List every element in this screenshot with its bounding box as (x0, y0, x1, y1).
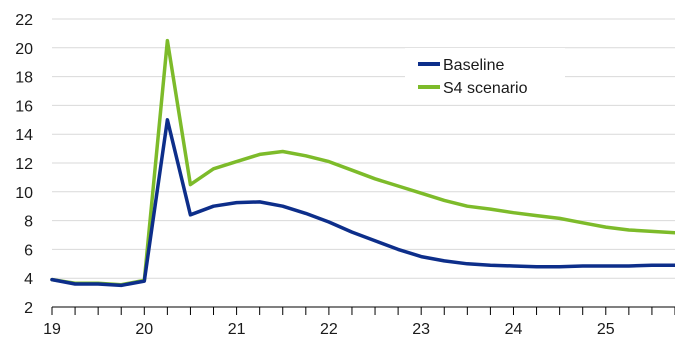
gridlines (52, 18, 675, 279)
legend-label-baseline: Baseline (443, 57, 504, 74)
x-tick-label: 19 (43, 321, 61, 338)
y-tick-label: 12 (15, 156, 33, 173)
y-tick-label: 20 (15, 41, 33, 58)
y-tick-label: 18 (15, 70, 33, 87)
x-tick-label: 23 (412, 321, 430, 338)
series-lines (50, 38, 675, 288)
legend: Baseline S4 scenario (405, 48, 565, 100)
series-line-s4-scenario (50, 38, 675, 287)
y-tick-label: 16 (15, 98, 33, 115)
x-tick-label: 20 (135, 321, 153, 338)
y-tick-label: 22 (15, 12, 33, 29)
series-line-baseline (50, 118, 675, 288)
axes (51, 306, 675, 315)
y-tick-label: 10 (15, 185, 33, 202)
legend-background (405, 48, 565, 100)
y-tick-label: 2 (24, 300, 33, 317)
x-tick-label: 21 (228, 321, 246, 338)
x-tick-label: 22 (320, 321, 338, 338)
x-tick-label: 25 (597, 321, 615, 338)
y-tick-label: 8 (24, 214, 33, 231)
y-tick-label: 14 (15, 127, 33, 144)
y-axis-tick-labels: 2 4 6 8 10 12 14 16 18 20 22 (15, 12, 33, 317)
legend-label-s4-scenario: S4 scenario (443, 80, 528, 97)
x-axis-tick-labels: 19 20 21 22 23 24 25 (43, 321, 615, 338)
x-tick-label: 24 (505, 321, 523, 338)
y-tick-label: 6 (24, 242, 33, 259)
y-tick-label: 4 (24, 271, 33, 288)
